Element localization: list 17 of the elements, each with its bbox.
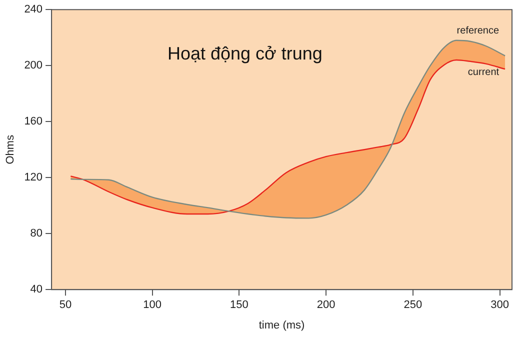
x-tick-label: 150: [230, 299, 248, 312]
y-tick-label: 200: [24, 60, 43, 72]
y-tick-label: 160: [24, 116, 43, 128]
y-tick-label: 120: [24, 172, 43, 184]
series-label: reference: [456, 26, 500, 37]
y-axis-title: Ohms: [4, 134, 17, 164]
x-tick-label: 100: [143, 299, 162, 312]
x-axis-title: time (ms): [258, 319, 305, 332]
x-tick-label: 200: [316, 299, 336, 312]
series-label: current: [468, 66, 500, 78]
text: Hoạt động cở trung: [167, 44, 322, 64]
y-tick-label: 240: [24, 4, 43, 16]
y-tick-label: 80: [30, 228, 43, 240]
y-tick-label: 40: [30, 284, 43, 296]
x-tick-label: 50: [59, 299, 72, 312]
x-tick-label: 300: [490, 299, 510, 312]
x-tick-label: 250: [404, 299, 422, 312]
